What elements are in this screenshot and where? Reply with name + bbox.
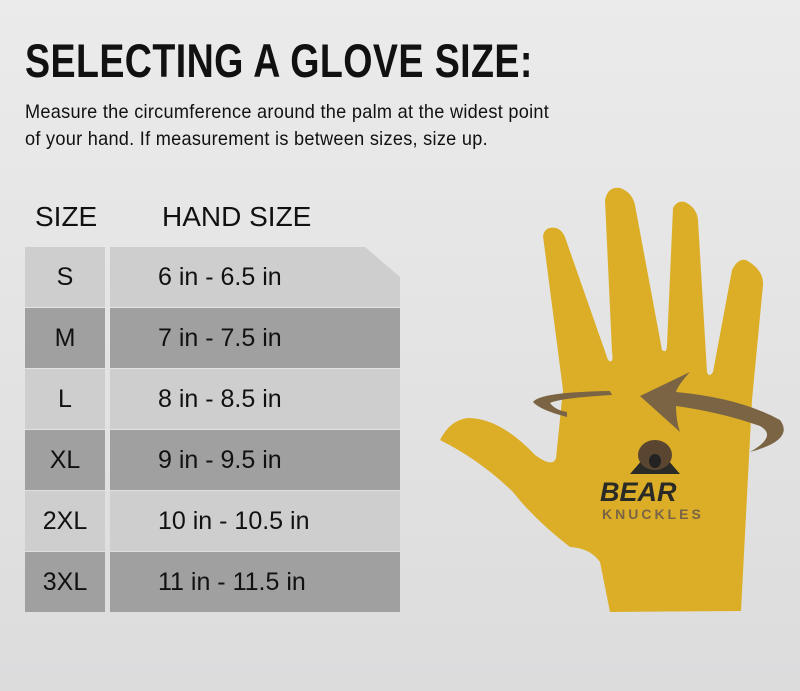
size-cell: XL (49, 446, 81, 474)
hand-size-cell: 7 in - 7.5 in (158, 324, 282, 352)
logo-knuckles-text: KNUCKLES (602, 506, 704, 522)
size-cell: M (54, 324, 76, 352)
hand-icon (440, 187, 764, 612)
size-column-header: SIZE (35, 201, 98, 232)
hand-size-cell: 9 in - 9.5 in (158, 446, 282, 474)
size-cell: L (58, 385, 72, 413)
table-row (25, 491, 105, 551)
table-row-value-bg (110, 491, 400, 551)
size-cell: 3XL (42, 568, 88, 596)
size-cell: 2XL (42, 507, 88, 535)
table-row-value-bg (110, 552, 400, 612)
table-row-value-bg (110, 308, 400, 368)
instructions-line-2: of your hand. If measurement is between … (25, 128, 488, 150)
table-row-value-bg (110, 247, 400, 307)
table-row (25, 430, 105, 490)
hand-size-cell: 8 in - 8.5 in (158, 385, 282, 413)
page-title: SELECTING A GLOVE SIZE: (25, 34, 533, 87)
hand-size-cell: 11 in - 11.5 in (158, 568, 306, 596)
bear-logo-icon (630, 440, 680, 474)
size-cell: S (56, 263, 74, 291)
table-row-value-bg (110, 369, 400, 429)
instructions-line-1: Measure the circumference around the pal… (25, 101, 550, 123)
measure-arrow-icon (533, 372, 784, 452)
table-row (25, 552, 105, 612)
table-row (25, 369, 105, 429)
logo-bear-text: BEAR (600, 477, 677, 507)
hand-size-cell: 6 in - 6.5 in (158, 263, 282, 291)
table-row (25, 308, 105, 368)
hand-size-column-header: HAND SIZE (162, 201, 312, 232)
table-row-value-bg (110, 430, 400, 490)
hand-size-cell: 10 in - 10.5 in (158, 507, 310, 535)
table-row (25, 247, 105, 307)
